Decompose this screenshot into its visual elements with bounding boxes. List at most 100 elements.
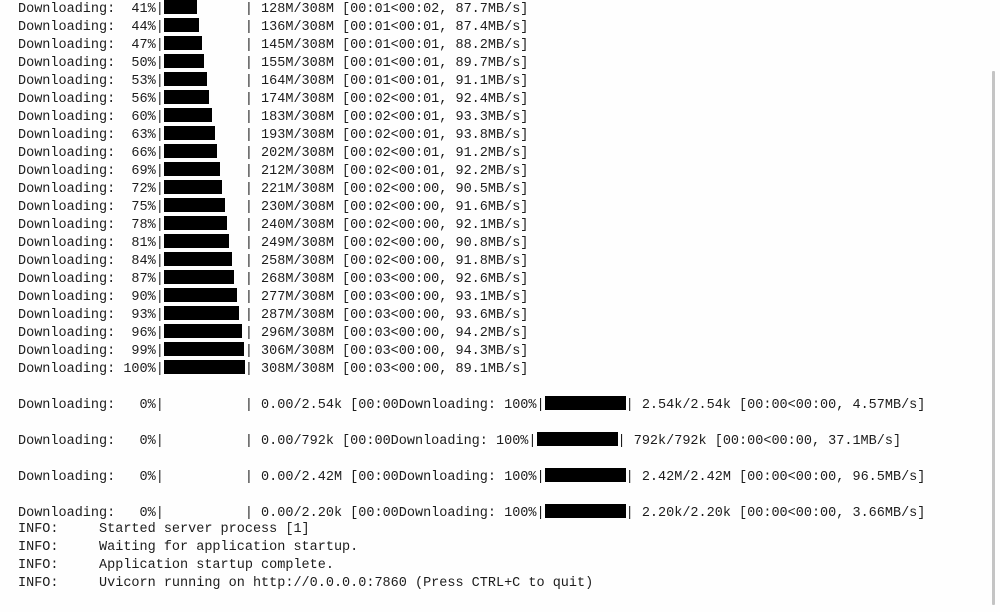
- download-percent: 60%: [115, 110, 156, 125]
- download-progress-line: Downloading: 93%| | 287M/308M [00:03<00:0…: [18, 305, 925, 323]
- download-progress-line: Downloading: 100%| | 308M/308M [00:03<00:…: [18, 359, 925, 377]
- download-label: Downloading:: [398, 470, 496, 485]
- download-label: Downloading:: [18, 200, 116, 215]
- download-stats: 258M/308M [00:02<00:00, 91.8MB/s]: [261, 254, 529, 269]
- download-percent: 99%: [115, 344, 156, 359]
- progress-bar: [163, 89, 245, 105]
- download-percent: 69%: [115, 164, 156, 179]
- download-percent: 93%: [115, 308, 156, 323]
- download-progress-line: Downloading: 99%| | 306M/308M [00:03<00:0…: [18, 341, 925, 359]
- progress-bar-fill: [163, 54, 205, 68]
- download-percent: 75%: [115, 200, 156, 215]
- download-stats: 202M/308M [00:02<00:01, 91.2MB/s]: [261, 146, 529, 161]
- progress-bar-fill: [163, 342, 245, 356]
- log-message: Waiting for application startup.: [99, 540, 359, 555]
- download-percent: 0%: [115, 398, 156, 413]
- progress-bar: [163, 305, 245, 321]
- progress-bar-fill: [163, 252, 232, 266]
- progress-bar: [163, 233, 245, 249]
- download-stats: 296M/308M [00:03<00:00, 94.2MB/s]: [261, 326, 529, 341]
- download-label: Downloading:: [18, 128, 116, 143]
- progress-bar: [164, 503, 245, 519]
- download-stats: 249M/308M [00:02<00:00, 90.8MB/s]: [261, 236, 529, 251]
- download-stats: 306M/308M [00:03<00:00, 94.3MB/s]: [261, 344, 529, 359]
- progress-bar-fill: [544, 468, 626, 482]
- download-progress-line: Downloading: 72%| | 221M/308M [00:02<00:0…: [18, 179, 925, 197]
- download-percent: 100%: [496, 398, 537, 413]
- progress-bar-fill: [163, 216, 228, 230]
- progress-bar-fill: [163, 126, 215, 140]
- progress-bar: [536, 431, 618, 447]
- download-percent: 0%: [115, 470, 156, 485]
- download-progress-line: Downloading: 81%| | 249M/308M [00:02<00:0…: [18, 233, 925, 251]
- download-percent: 100%: [487, 434, 529, 449]
- download-progress-line: Downloading: 87%| | 268M/308M [00:03<00:0…: [18, 269, 925, 287]
- progress-bar: [163, 143, 245, 159]
- download-progress-line: Downloading: 96%| | 296M/308M [00:03<00:0…: [18, 323, 925, 341]
- progress-bar: [163, 0, 245, 15]
- progress-bar-fill: [163, 108, 213, 122]
- download-percent: 53%: [115, 74, 156, 89]
- progress-bar-fill: [163, 180, 223, 194]
- blank-line: [18, 413, 925, 431]
- download-percent: 100%: [496, 470, 537, 485]
- download-label: Downloading:: [398, 506, 496, 521]
- progress-bar-fill: [163, 144, 218, 158]
- progress-bar-fill: [163, 306, 240, 320]
- download-progress-line: Downloading: 53%| | 164M/308M [00:01<00:0…: [18, 71, 925, 89]
- progress-bar-fill: [163, 234, 230, 248]
- download-progress-line: Downloading: 0%| | 0.00/2.20k [00:00Downl…: [18, 503, 925, 521]
- download-progress-line: Downloading: 0%| | 0.00/2.54k [00:00Downl…: [18, 395, 925, 413]
- progress-bar-fill: [536, 432, 618, 446]
- download-progress-line: Downloading: 78%| | 240M/308M [00:02<00:0…: [18, 215, 925, 233]
- progress-bar: [163, 161, 245, 177]
- download-label: Downloading:: [18, 74, 116, 89]
- progress-bar: [164, 467, 245, 483]
- download-progress-line: Downloading: 41%| | 128M/308M [00:01<00:0…: [18, 0, 925, 17]
- log-level: INFO:: [18, 558, 100, 573]
- download-stats: 2.54k/2.54k [00:00<00:00, 4.57MB/s]: [641, 398, 926, 413]
- progress-bar: [163, 341, 245, 357]
- download-percent: 0%: [115, 506, 156, 521]
- log-level: INFO:: [18, 540, 100, 555]
- progress-bar-fill: [163, 72, 207, 86]
- download-stats: 0.00/2.42M [00:00: [261, 470, 399, 485]
- progress-bar: [544, 503, 626, 519]
- download-label: Downloading:: [18, 56, 116, 71]
- download-progress-line: Downloading: 44%| | 136M/308M [00:01<00:0…: [18, 17, 925, 35]
- log-level: INFO:: [18, 576, 100, 591]
- download-stats: 155M/308M [00:01<00:01, 89.7MB/s]: [261, 56, 529, 71]
- log-message: Application startup complete.: [99, 558, 334, 573]
- download-progress-line: Downloading: 56%| | 174M/308M [00:02<00:0…: [18, 89, 925, 107]
- log-level: INFO:: [18, 522, 100, 537]
- download-stats: 174M/308M [00:02<00:01, 92.4MB/s]: [261, 92, 529, 107]
- download-label: Downloading:: [390, 434, 488, 449]
- download-stats: 230M/308M [00:02<00:00, 91.6MB/s]: [261, 200, 529, 215]
- download-stats: 136M/308M [00:01<00:01, 87.4MB/s]: [261, 20, 529, 35]
- download-progress-line: Downloading: 63%| | 193M/308M [00:02<00:0…: [18, 125, 925, 143]
- download-percent: 78%: [115, 218, 156, 233]
- download-percent: 84%: [115, 254, 156, 269]
- download-stats: 221M/308M [00:02<00:00, 90.5MB/s]: [261, 182, 529, 197]
- progress-bar: [163, 215, 245, 231]
- download-progress-line: Downloading: 66%| | 202M/308M [00:02<00:0…: [18, 143, 925, 161]
- download-percent: 87%: [115, 272, 156, 287]
- download-percent: 96%: [115, 326, 156, 341]
- log-line: INFO: Uvicorn running on http://0.0.0.0:…: [18, 575, 925, 593]
- blank-line: [18, 485, 925, 503]
- download-label: Downloading:: [18, 218, 116, 233]
- download-stats: 792k/792k [00:00<00:00, 37.1MB/s]: [633, 434, 902, 449]
- progress-bar: [163, 53, 245, 69]
- download-label: Downloading:: [18, 434, 116, 449]
- download-label: Downloading:: [18, 470, 116, 485]
- download-label: Downloading:: [18, 326, 116, 341]
- log-line: INFO: Application startup complete.: [18, 557, 925, 575]
- scrollbar[interactable]: [992, 71, 995, 605]
- progress-bar-fill: [163, 324, 242, 338]
- terminal-output: Downloading: 41%| | 128M/308M [00:01<00:0…: [18, 0, 925, 593]
- download-label: Downloading:: [18, 272, 116, 287]
- log-line: INFO: Waiting for application startup.: [18, 539, 925, 557]
- download-stats: 0.00/2.54k [00:00: [261, 398, 399, 413]
- progress-bar: [163, 359, 245, 375]
- download-progress-line: Downloading: 50%| | 155M/308M [00:01<00:0…: [18, 53, 925, 71]
